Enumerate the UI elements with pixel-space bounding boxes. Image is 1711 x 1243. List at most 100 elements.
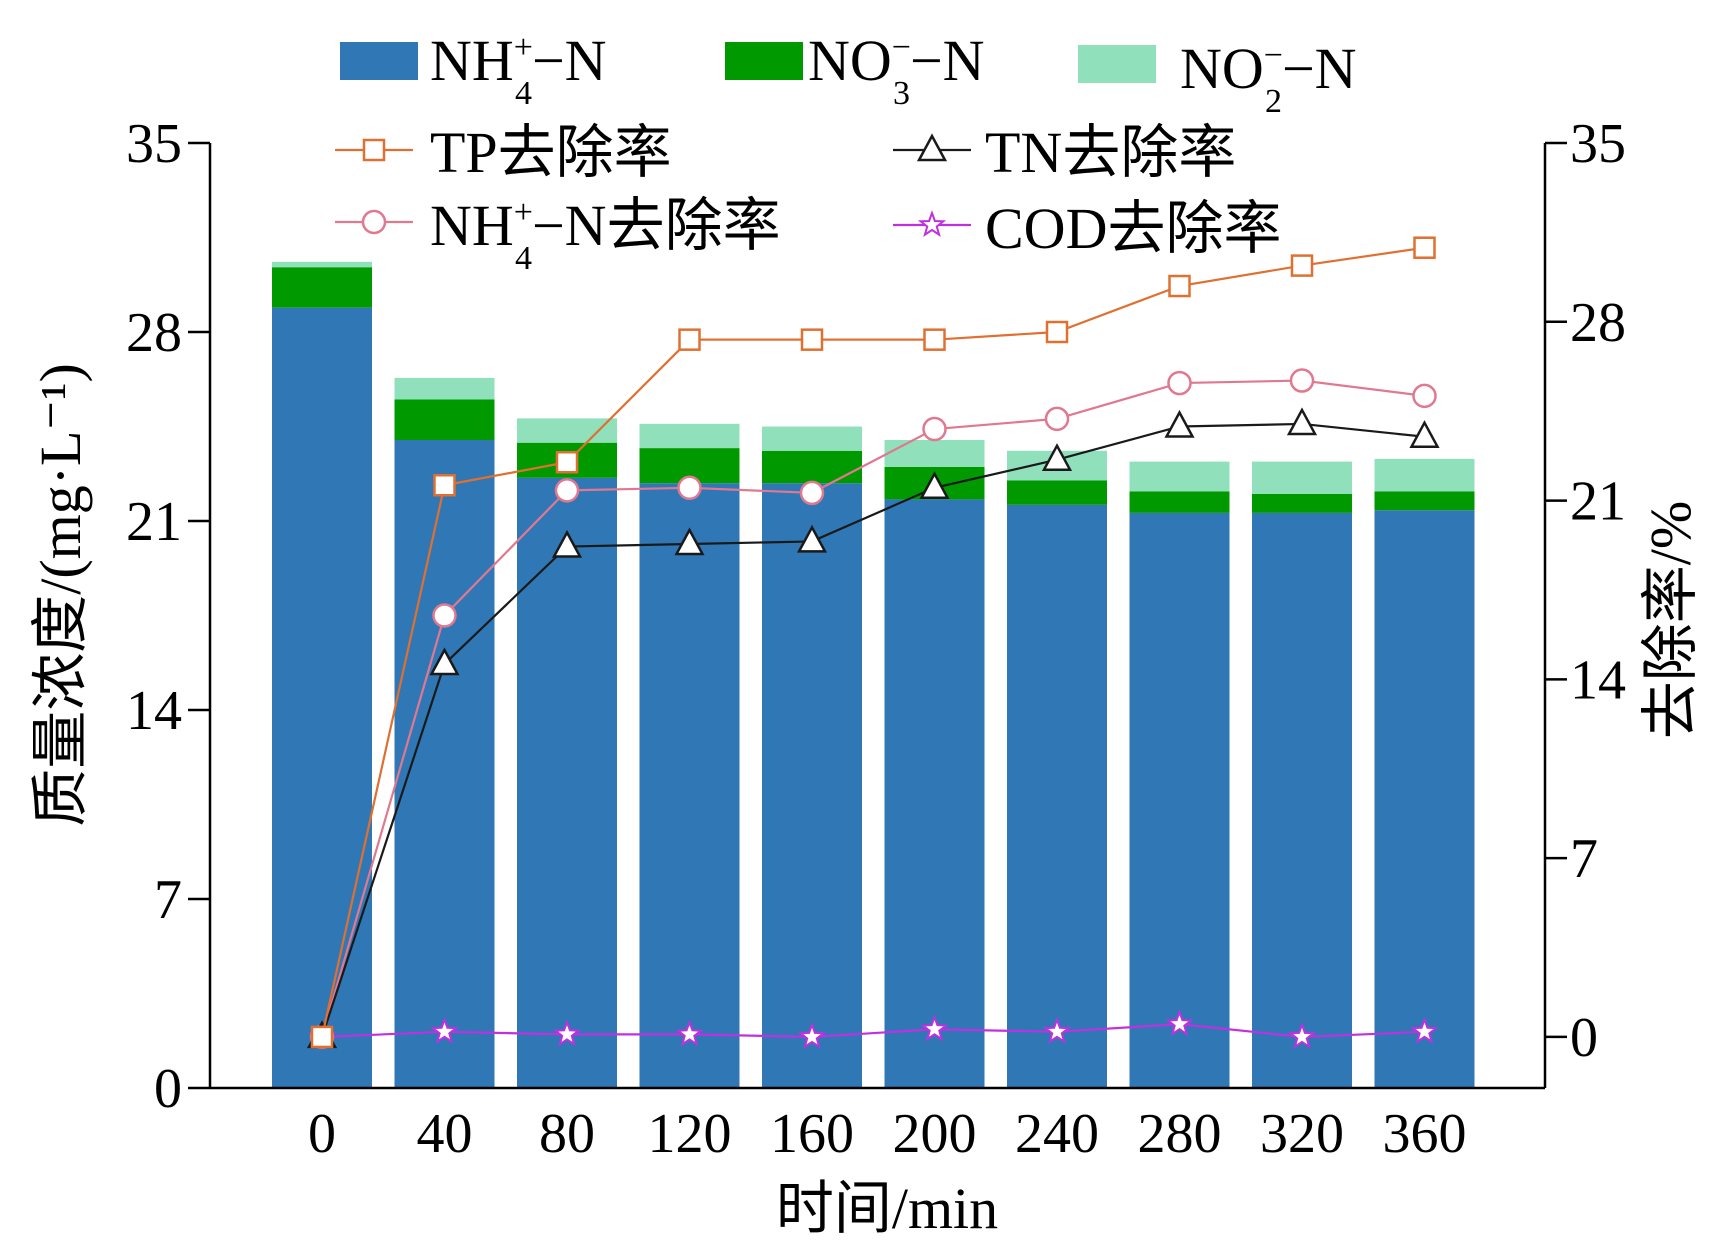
bar-s2-7 (1129, 461, 1230, 492)
y2-axis-title: 去除率/% (1638, 501, 1703, 739)
marker-s0-4 (800, 328, 824, 351)
marker-s0-8 (1290, 254, 1314, 277)
legend-label-line-3: COD去除率 (985, 196, 1281, 261)
x-tick-label-5: 200 (893, 1103, 977, 1165)
legend-label-bar-0: NH+ 4−N (430, 28, 607, 112)
bar-s0-4 (762, 483, 862, 1088)
y-tick-label-0: 0 (154, 1058, 182, 1120)
y-axis-title: 质量浓度/(mg·L⁻¹) (28, 363, 93, 827)
y2-tick-label-0: 0 (1570, 1007, 1598, 1069)
marker-s0-0 (310, 1025, 334, 1049)
marker-s1-4 (796, 524, 828, 553)
marker-s1-2 (551, 529, 583, 558)
legend-label-line-0: TP去除率 (430, 120, 672, 185)
marker-s0-7 (1168, 274, 1191, 298)
marker-s2-9 (1412, 383, 1437, 409)
marker-s2-3 (677, 475, 702, 501)
legend-label-bar-2: NO− 2−N (1180, 36, 1357, 120)
bar-s1-7 (1129, 491, 1230, 513)
bar-s2-8 (1252, 461, 1352, 494)
legend-marker-0 (362, 138, 386, 162)
line-series-3 (321, 1023, 1425, 1039)
bar-s0-6 (1007, 504, 1107, 1088)
marker-s1-8 (1286, 407, 1318, 436)
legend-label-line-1: TN去除率 (985, 120, 1236, 185)
y2-tick-label-4: 28 (1570, 292, 1626, 354)
marker-s3-5 (920, 1014, 949, 1042)
marker-s2-2 (554, 478, 580, 503)
marker-s3-6 (1042, 1016, 1072, 1044)
marker-s3-9 (1410, 1016, 1439, 1044)
bar-s0-9 (1374, 510, 1475, 1088)
marker-s1-9 (1409, 420, 1440, 448)
marker-s0-3 (678, 328, 701, 351)
marker-s2-5 (922, 416, 947, 442)
x-tick-label-2: 80 (539, 1103, 595, 1165)
bar-s1-9 (1374, 491, 1475, 511)
legend-marker-3 (917, 210, 947, 238)
marker-s1-3 (674, 527, 705, 556)
legend-swatch-2 (1078, 45, 1156, 83)
marker-s3-2 (552, 1019, 582, 1047)
y-tick-label-5: 35 (126, 113, 182, 175)
y2-tick-label-1: 7 (1570, 828, 1598, 890)
legend-swatch-0 (340, 42, 418, 80)
x-tick-label-1: 40 (417, 1103, 473, 1165)
marker-s3-8 (1287, 1021, 1317, 1049)
legend: NH+ 4−N NO− 3−N NO− 2−N TP去除率 TN去除率 NH+ 4−N去除率 COD… (335, 28, 1357, 277)
x-tick-label-4: 160 (770, 1103, 854, 1165)
marker-s2-8 (1289, 368, 1315, 393)
bar-s1-8 (1252, 494, 1352, 513)
bar-s0-0 (272, 307, 372, 1088)
marker-s3-7 (1165, 1009, 1194, 1037)
marker-s3-4 (797, 1021, 827, 1049)
bar-s2-4 (762, 426, 862, 451)
marker-s3-3 (675, 1019, 704, 1047)
marker-s0-1 (433, 473, 456, 497)
bar-s0-1 (394, 440, 495, 1088)
marker-s1-6 (1041, 443, 1073, 471)
bar-s2-2 (517, 418, 617, 443)
bar-s0-8 (1252, 512, 1352, 1088)
legend-swatch-1 (725, 42, 803, 80)
bar-s2-0 (272, 261, 372, 268)
legend-label-line-2: NH+ 4−N去除率 (430, 193, 781, 277)
line-series-0 (320, 246, 1425, 1038)
marker-s2-7 (1167, 370, 1192, 396)
marker-s2-1 (432, 603, 457, 628)
y-tick-label-2: 14 (126, 680, 182, 742)
x-tick-label-6: 240 (1015, 1103, 1099, 1165)
legend-marker-2 (361, 209, 387, 235)
line-series-2 (320, 379, 1425, 1038)
bar-s0-7 (1129, 512, 1230, 1088)
marker-s2-6 (1044, 406, 1070, 432)
x-tick-label-9: 360 (1383, 1103, 1467, 1165)
x-tick-label-0: 0 (308, 1103, 336, 1165)
bar-s1-4 (762, 450, 862, 484)
bars-group (272, 261, 1475, 1088)
marker-s1-1 (429, 647, 460, 676)
bar-s2-1 (394, 377, 495, 400)
x-tick-label-3: 120 (648, 1103, 732, 1165)
marker-s1-5 (919, 471, 950, 500)
bar-s2-9 (1374, 458, 1475, 492)
bar-s2-3 (639, 423, 740, 449)
marker-s2-4 (799, 480, 825, 506)
y2-tick-label-5: 35 (1570, 113, 1626, 175)
lines-group (306, 236, 1440, 1050)
x-tick-label-7: 280 (1138, 1103, 1222, 1165)
bar-s1-6 (1007, 480, 1107, 505)
bar-s2-5 (884, 440, 985, 467)
legend-label-bar-1: NO− 3−N (808, 28, 985, 112)
y2-tick-label-2: 14 (1570, 649, 1626, 711)
x-tick-label-8: 320 (1260, 1103, 1344, 1165)
bar-s1-0 (272, 267, 372, 308)
bar-s0-5 (884, 499, 985, 1088)
marker-s0-2 (555, 451, 579, 474)
axes-group: 0 7 14 21 28 35 0 7 14 21 28 35 0 40 80 120 160 200 240 280… (126, 113, 1626, 1165)
legend-marker-1 (916, 133, 948, 162)
y-tick-label-3: 21 (126, 491, 182, 553)
y-tick-label-4: 28 (126, 302, 182, 364)
marker-s1-7 (1164, 409, 1195, 438)
